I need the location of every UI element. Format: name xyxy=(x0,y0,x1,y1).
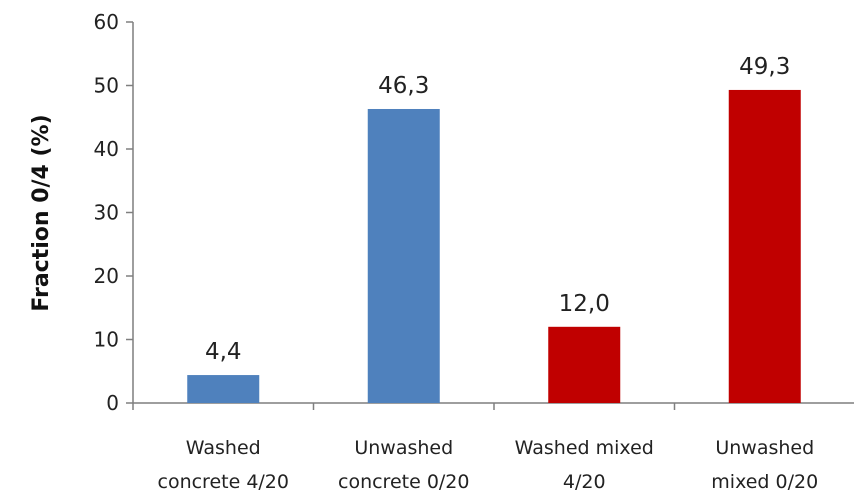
x-category-label: concrete 0/20 xyxy=(338,471,470,493)
y-tick-label: 20 xyxy=(94,264,119,288)
x-category-label: Unwashed xyxy=(715,437,814,459)
bar-value-label: 49,3 xyxy=(739,54,790,80)
bar-value-label: 12,0 xyxy=(559,291,610,317)
x-category-label: Unwashed xyxy=(354,437,453,459)
y-tick-label: 40 xyxy=(94,137,119,161)
bar xyxy=(367,108,440,404)
x-category-label: Washed mixed xyxy=(515,437,654,459)
data-labels: 4,4 Washed concrete 4/20 46,3 Unwashed concre… xyxy=(158,54,819,493)
y-tick-label: 0 xyxy=(106,391,119,415)
y-tick-label: 30 xyxy=(94,201,119,225)
y-tick-label: 50 xyxy=(94,74,119,98)
bar xyxy=(548,326,621,403)
x-category-label: mixed 0/20 xyxy=(711,471,818,493)
bar-value-label: 4,4 xyxy=(205,339,242,365)
x-category-label: concrete 4/20 xyxy=(158,471,290,493)
bars xyxy=(187,89,801,404)
y-axis-title: Fraction 0/4 (%) xyxy=(29,114,54,311)
y-tick-label: 10 xyxy=(94,328,119,352)
y-tick-label: 60 xyxy=(94,10,119,34)
x-category-label: 4/20 xyxy=(563,471,606,493)
bar xyxy=(187,375,260,403)
bar-value-label: 46,3 xyxy=(378,73,429,99)
x-category-label: Washed xyxy=(186,437,261,459)
bar xyxy=(728,89,801,403)
